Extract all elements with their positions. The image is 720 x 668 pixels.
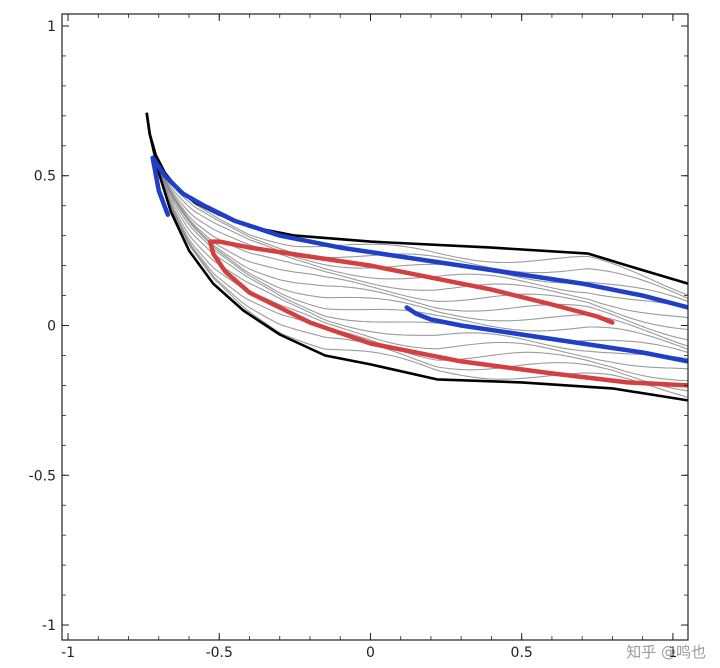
x-tick-label: -0.5 [206,645,233,661]
boundary-lower-line [145,112,688,402]
x-tick-label: -1 [61,645,75,661]
axis-ticks: -1 -0.5 0 0.5 1 1 0.5 0 -0.5 -1 [29,14,688,661]
series-group [150,155,688,388]
streamline [146,112,688,299]
y-tick-label: 0.5 [34,169,56,185]
streamline [146,112,688,382]
y-tick-label: -0.5 [29,468,56,484]
streamline [146,112,688,331]
streamline [146,112,688,392]
streamline [146,112,688,398]
streamline [146,112,688,309]
trajectory-line-2 [207,239,688,388]
streamline [146,112,688,319]
streamline [146,112,688,360]
streamline-group [146,112,688,398]
plot-frame [61,13,689,641]
streamline [146,112,688,303]
streamline [146,112,688,341]
x-tick-label: 1 [668,645,677,661]
streamline [146,112,688,354]
y-tick-label: 0 [47,319,56,335]
x-tick-label: 0.5 [511,645,533,661]
trajectory-line-3 [404,305,688,364]
x-tick-label: 0 [366,645,375,661]
watermark-text: 知乎 @鸣也 [626,643,706,661]
trajectory-line-1 [150,155,688,310]
y-tick-label: -1 [42,618,56,634]
y-tick-label: 1 [47,19,56,35]
streamline [146,112,688,296]
